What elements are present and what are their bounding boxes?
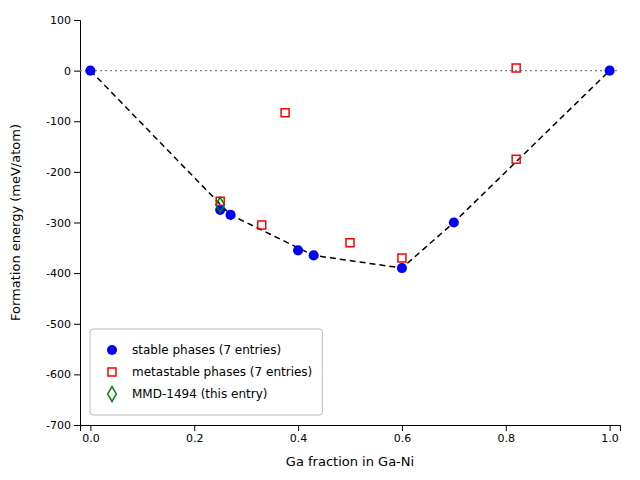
tick-mark	[74, 172, 80, 173]
point	[512, 64, 520, 72]
tick: 100	[50, 14, 80, 27]
tick-mark	[74, 425, 80, 426]
reference-line	[80, 70, 620, 71]
y-axis: 100 0 -100 -200 -300 -400 -500 -600 -700	[46, 14, 80, 432]
tick-label: 0.6	[394, 432, 412, 445]
tick-mark	[74, 374, 80, 375]
tick: 1.0	[601, 425, 619, 445]
tick: 0.8	[498, 425, 516, 445]
point	[605, 66, 615, 76]
point	[346, 239, 354, 247]
point	[309, 250, 319, 260]
tick-label: -300	[46, 217, 71, 230]
tick-label: 1.0	[601, 432, 619, 445]
tick-label: -400	[46, 267, 71, 280]
legend-symbol	[108, 387, 117, 402]
tick: -200	[46, 166, 80, 179]
tick-label: 0.8	[498, 432, 516, 445]
point	[397, 263, 407, 273]
tick: -500	[46, 318, 80, 331]
legend: stable phases (7 entries) metastable phas…	[90, 329, 322, 415]
tick: -600	[46, 368, 80, 381]
point	[281, 109, 289, 117]
tick: 0.2	[186, 425, 204, 445]
tick: -300	[46, 217, 80, 230]
tick-label: -700	[46, 419, 71, 432]
tick: 0.4	[290, 425, 308, 445]
tick-label: -200	[46, 166, 71, 179]
legend-symbol	[108, 368, 116, 376]
x-axis-title: Ga fraction in Ga-Ni	[286, 454, 414, 469]
tick-label: 0.0	[82, 432, 100, 445]
point	[216, 197, 225, 212]
tick-mark	[610, 425, 611, 431]
legend-label: stable phases (7 entries)	[132, 343, 281, 357]
tick-mark	[74, 324, 80, 325]
tick-label: 0.4	[290, 432, 308, 445]
tick-mark	[90, 425, 91, 431]
point	[85, 66, 95, 76]
legend-box	[90, 329, 322, 415]
point	[258, 221, 266, 229]
tick: -400	[46, 267, 80, 280]
legend-label: metastable phases (7 entries)	[132, 365, 312, 379]
x-axis: 0.0 0.2 0.4 0.6 0.8 1.0	[81, 425, 621, 445]
point	[226, 210, 236, 220]
tick-mark	[402, 425, 403, 431]
tick-label: -100	[46, 115, 71, 128]
point	[512, 155, 520, 163]
tick-label: 0	[64, 65, 71, 78]
tick-mark	[74, 121, 80, 122]
tick: 0	[64, 65, 80, 78]
tick-label: 100	[50, 14, 71, 27]
tick-mark	[298, 425, 299, 431]
legend-label: MMD-1494 (this entry)	[132, 387, 267, 401]
tick-mark	[74, 71, 80, 72]
legend-symbol	[107, 345, 117, 355]
tick: -100	[46, 115, 80, 128]
x-axis-line	[81, 426, 621, 432]
tick: -700	[46, 419, 80, 432]
point	[398, 254, 406, 262]
tick-mark	[74, 223, 80, 224]
tick-mark	[74, 20, 80, 21]
y-axis-line	[74, 21, 81, 426]
tick-label: 0.2	[186, 432, 204, 445]
tick-label: -500	[46, 318, 71, 331]
tick-mark	[74, 273, 80, 274]
chart: 0.0 0.2 0.4 0.6 0.8 1.0 100 0 -100 -200 -300 -400 -5…	[0, 0, 640, 480]
tick-mark	[506, 425, 507, 431]
point	[293, 245, 303, 255]
tick: 0.6	[394, 425, 412, 445]
tick: 0.0	[82, 425, 100, 445]
y-axis-title: Formation energy (meV/atom)	[8, 124, 23, 321]
point	[449, 217, 459, 227]
tick-label: -600	[46, 368, 71, 381]
plot-area	[80, 64, 620, 273]
tick-mark	[194, 425, 195, 431]
hull-line	[90, 71, 609, 268]
